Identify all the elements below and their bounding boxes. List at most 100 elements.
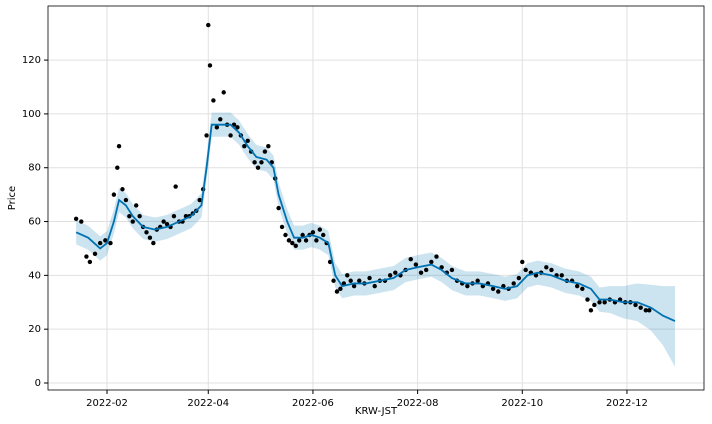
observed-point bbox=[206, 22, 211, 28]
observed-point bbox=[144, 230, 149, 235]
observed-point bbox=[108, 240, 113, 246]
observed-point bbox=[127, 213, 132, 219]
observed-point bbox=[580, 286, 585, 292]
observed-point bbox=[559, 273, 564, 278]
observed-point bbox=[647, 308, 652, 313]
plot-frame bbox=[47, 5, 705, 391]
observed-point bbox=[549, 267, 554, 273]
observed-point bbox=[341, 281, 347, 286]
observed-point bbox=[465, 283, 470, 289]
observed-point bbox=[574, 283, 580, 289]
y-tick-label: 40 bbox=[28, 270, 41, 281]
observed-point bbox=[173, 184, 178, 189]
observed-point bbox=[393, 270, 398, 275]
observed-point bbox=[602, 300, 607, 305]
x-tick-label: 2022-08 bbox=[397, 398, 439, 409]
observed-point bbox=[331, 278, 336, 283]
observed-point bbox=[171, 213, 177, 219]
observed-point bbox=[303, 238, 309, 243]
observed-point bbox=[348, 278, 353, 283]
observed-point bbox=[276, 205, 281, 211]
observed-point bbox=[103, 238, 108, 243]
observed-point bbox=[164, 222, 170, 227]
observed-point bbox=[197, 197, 202, 203]
x-tick-label: 2022-06 bbox=[292, 398, 334, 409]
observed-point bbox=[523, 267, 528, 273]
observed-point bbox=[259, 160, 264, 165]
observed-point bbox=[633, 302, 638, 308]
observed-point bbox=[120, 187, 125, 192]
forecast-line bbox=[75, 123, 676, 322]
observed-point bbox=[92, 251, 98, 257]
observed-point bbox=[207, 63, 213, 68]
observed-point bbox=[286, 238, 292, 243]
observed-point bbox=[266, 143, 271, 149]
observed-point bbox=[252, 160, 257, 165]
observed-point bbox=[147, 235, 153, 240]
observed-point bbox=[585, 297, 590, 302]
observed-point bbox=[357, 278, 362, 283]
observed-point bbox=[161, 219, 166, 224]
observed-point bbox=[439, 265, 444, 270]
x-tick-label: 2022-02 bbox=[86, 398, 128, 409]
observed-point bbox=[87, 259, 93, 265]
observed-point bbox=[588, 308, 594, 313]
observed-point bbox=[290, 240, 295, 246]
observed-point bbox=[133, 203, 139, 208]
observed-point bbox=[84, 254, 89, 259]
observed-point bbox=[434, 254, 439, 259]
observed-point bbox=[408, 257, 413, 262]
observed-point bbox=[501, 283, 506, 289]
observed-point bbox=[242, 143, 247, 149]
observed-point bbox=[255, 165, 261, 170]
observed-point bbox=[214, 125, 220, 130]
observed-point bbox=[449, 267, 455, 273]
observed-point bbox=[496, 289, 501, 294]
observed-point bbox=[338, 286, 343, 292]
observed-point bbox=[334, 289, 340, 294]
observed-point bbox=[279, 224, 285, 230]
y-tick-label: 0 bbox=[35, 378, 41, 389]
observed-point bbox=[638, 305, 643, 310]
observed-point bbox=[211, 98, 216, 103]
y-axis-label: Price bbox=[7, 186, 18, 210]
observed-point bbox=[151, 240, 156, 246]
observed-point bbox=[245, 138, 250, 144]
observed-point bbox=[293, 243, 298, 248]
observed-point bbox=[423, 267, 429, 273]
y-tick-label: 20 bbox=[28, 324, 41, 335]
plot-area bbox=[48, 6, 704, 390]
observed-point bbox=[116, 143, 122, 149]
observed-point bbox=[321, 232, 326, 238]
observed-point bbox=[218, 117, 223, 122]
observed-point bbox=[387, 273, 393, 278]
x-tick-label: 2022-10 bbox=[501, 398, 543, 409]
observed-point bbox=[317, 227, 323, 232]
y-tick-label: 100 bbox=[22, 109, 41, 120]
observed-point bbox=[592, 302, 597, 308]
observed-point bbox=[137, 213, 142, 219]
x-tick-label: 2022-12 bbox=[606, 398, 648, 409]
observed-point bbox=[475, 278, 480, 283]
observed-point bbox=[372, 283, 377, 289]
observed-point bbox=[544, 265, 549, 270]
observed-point bbox=[228, 133, 233, 138]
observed-point bbox=[429, 259, 434, 265]
observed-point bbox=[490, 286, 496, 292]
observed-point bbox=[597, 300, 602, 305]
observed-point bbox=[73, 216, 79, 222]
observed-point bbox=[283, 232, 288, 238]
observed-point bbox=[130, 219, 135, 224]
observed-point bbox=[79, 219, 84, 224]
observed-point bbox=[115, 165, 120, 170]
observed-point bbox=[111, 192, 117, 197]
observed-point bbox=[351, 283, 357, 289]
y-tick-label: 120 bbox=[22, 55, 41, 66]
y-tick-label: 80 bbox=[28, 163, 41, 174]
observed-point bbox=[235, 125, 240, 130]
y-tick-label: 60 bbox=[28, 217, 41, 228]
observed-point bbox=[643, 308, 649, 313]
observed-point bbox=[123, 197, 129, 203]
observed-point bbox=[314, 238, 319, 243]
